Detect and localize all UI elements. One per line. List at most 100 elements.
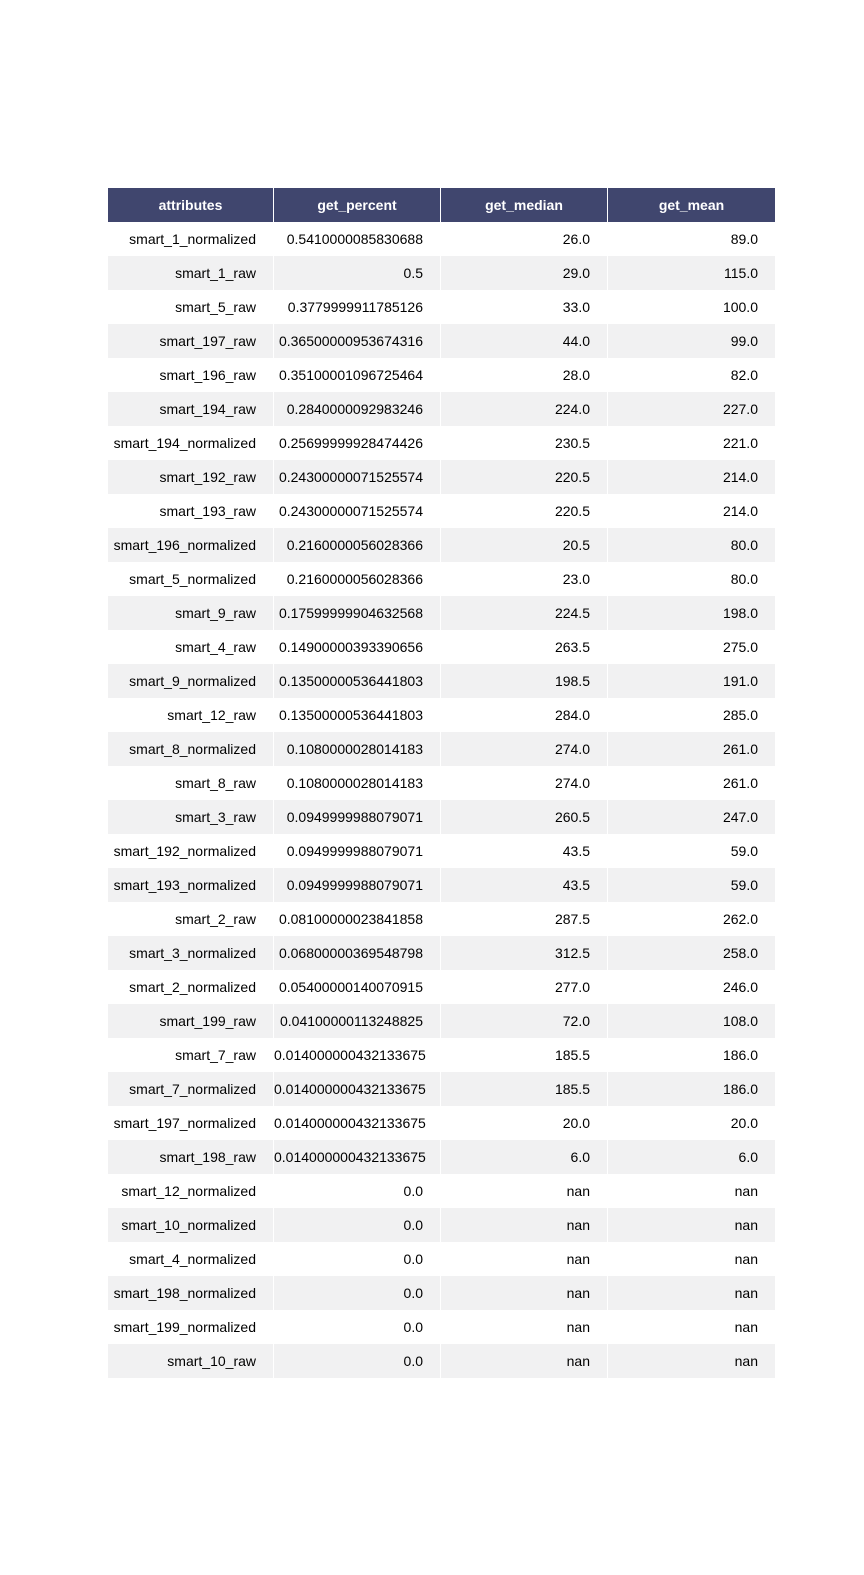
percent-cell: 0.13500000536441803 xyxy=(274,698,441,732)
percent-cell: 0.2160000056028366 xyxy=(274,528,441,562)
mean-cell: 262.0 xyxy=(608,902,775,936)
mean-cell: nan xyxy=(608,1242,775,1276)
attribute-cell: smart_9_raw xyxy=(108,596,274,630)
percent-cell: 0.014000000432133675 xyxy=(274,1072,441,1106)
table-row: smart_5_normalized 0.2160000056028366 23.0… xyxy=(108,562,775,596)
attribute-cell: smart_198_normalized xyxy=(108,1276,274,1310)
median-cell: 33.0 xyxy=(441,290,608,324)
attribute-cell: smart_192_raw xyxy=(108,460,274,494)
attribute-cell: smart_199_normalized xyxy=(108,1310,274,1344)
attribute-cell: smart_1_normalized xyxy=(108,222,274,256)
mean-cell: 59.0 xyxy=(608,868,775,902)
median-cell: 287.5 xyxy=(441,902,608,936)
mean-cell: 186.0 xyxy=(608,1072,775,1106)
table-row: smart_12_raw 0.13500000536441803 284.0 285.… xyxy=(108,698,775,732)
column-header-get-mean: get_mean xyxy=(608,188,775,222)
attribute-cell: smart_197_normalized xyxy=(108,1106,274,1140)
attribute-cell: smart_197_raw xyxy=(108,324,274,358)
data-table-container: attributes get_percent get_median get_me… xyxy=(108,188,775,1378)
table-row: smart_193_raw 0.24300000071525574 220.5 214… xyxy=(108,494,775,528)
mean-cell: 20.0 xyxy=(608,1106,775,1140)
mean-cell: nan xyxy=(608,1276,775,1310)
table-row: smart_9_raw 0.17599999904632568 224.5 198.0 xyxy=(108,596,775,630)
mean-cell: 227.0 xyxy=(608,392,775,426)
mean-cell: 99.0 xyxy=(608,324,775,358)
mean-cell: 80.0 xyxy=(608,528,775,562)
mean-cell: 261.0 xyxy=(608,766,775,800)
percent-cell: 0.05400000140070915 xyxy=(274,970,441,1004)
table-row: smart_197_normalized 0.014000000432133675… xyxy=(108,1106,775,1140)
table-row: smart_192_normalized 0.0949999988079071 43… xyxy=(108,834,775,868)
table-row: smart_10_raw 0.0 nan nan xyxy=(108,1344,775,1378)
percent-cell: 0.13500000536441803 xyxy=(274,664,441,698)
table-row: smart_193_normalized 0.0949999988079071 43… xyxy=(108,868,775,902)
mean-cell: 100.0 xyxy=(608,290,775,324)
median-cell: 220.5 xyxy=(441,494,608,528)
attribute-cell: smart_12_normalized xyxy=(108,1174,274,1208)
percent-cell: 0.0949999988079071 xyxy=(274,834,441,868)
median-cell: 72.0 xyxy=(441,1004,608,1038)
percent-cell: 0.0 xyxy=(274,1276,441,1310)
table-row: smart_7_raw 0.014000000432133675 185.5 186.… xyxy=(108,1038,775,1072)
table-row: smart_198_normalized 0.0 nan nan xyxy=(108,1276,775,1310)
attribute-cell: smart_194_normalized xyxy=(108,426,274,460)
attribute-cell: smart_10_normalized xyxy=(108,1208,274,1242)
median-cell: nan xyxy=(441,1208,608,1242)
attribute-cell: smart_8_normalized xyxy=(108,732,274,766)
mean-cell: 115.0 xyxy=(608,256,775,290)
median-cell: 20.0 xyxy=(441,1106,608,1140)
attribute-cell: smart_196_raw xyxy=(108,358,274,392)
percent-cell: 0.014000000432133675 xyxy=(274,1106,441,1140)
attribute-cell: smart_2_normalized xyxy=(108,970,274,1004)
attribute-cell: smart_7_normalized xyxy=(108,1072,274,1106)
table-row: smart_2_raw 0.08100000023841858 287.5 262.0 xyxy=(108,902,775,936)
table-row: smart_8_raw 0.1080000028014183 274.0 261.0 xyxy=(108,766,775,800)
median-cell: 312.5 xyxy=(441,936,608,970)
attribute-cell: smart_198_raw xyxy=(108,1140,274,1174)
median-cell: 185.5 xyxy=(441,1072,608,1106)
median-cell: 20.5 xyxy=(441,528,608,562)
column-header-get-median: get_median xyxy=(441,188,608,222)
median-cell: nan xyxy=(441,1242,608,1276)
attribute-cell: smart_196_normalized xyxy=(108,528,274,562)
median-cell: 6.0 xyxy=(441,1140,608,1174)
attribute-cell: smart_12_raw xyxy=(108,698,274,732)
attribute-cell: smart_193_normalized xyxy=(108,868,274,902)
attribute-cell: smart_4_normalized xyxy=(108,1242,274,1276)
column-header-get-percent: get_percent xyxy=(274,188,441,222)
table-row: smart_10_normalized 0.0 nan nan xyxy=(108,1208,775,1242)
attribute-cell: smart_4_raw xyxy=(108,630,274,664)
mean-cell: 214.0 xyxy=(608,494,775,528)
percent-cell: 0.35100001096725464 xyxy=(274,358,441,392)
percent-cell: 0.0 xyxy=(274,1310,441,1344)
table-row: smart_3_raw 0.0949999988079071 260.5 247.0 xyxy=(108,800,775,834)
mean-cell: 246.0 xyxy=(608,970,775,1004)
mean-cell: 198.0 xyxy=(608,596,775,630)
table-row: smart_9_normalized 0.13500000536441803 198… xyxy=(108,664,775,698)
table-row: smart_5_raw 0.3779999911785126 33.0 100.0 xyxy=(108,290,775,324)
median-cell: nan xyxy=(441,1310,608,1344)
mean-cell: 80.0 xyxy=(608,562,775,596)
attribute-cell: smart_3_normalized xyxy=(108,936,274,970)
table-row: smart_8_normalized 0.1080000028014183 274.… xyxy=(108,732,775,766)
percent-cell: 0.1080000028014183 xyxy=(274,766,441,800)
percent-cell: 0.3779999911785126 xyxy=(274,290,441,324)
percent-cell: 0.06800000369548798 xyxy=(274,936,441,970)
median-cell: 260.5 xyxy=(441,800,608,834)
attribute-cell: smart_3_raw xyxy=(108,800,274,834)
mean-cell: nan xyxy=(608,1208,775,1242)
attribute-cell: smart_8_raw xyxy=(108,766,274,800)
attribute-cell: smart_7_raw xyxy=(108,1038,274,1072)
table-row: smart_196_normalized 0.2160000056028366 20… xyxy=(108,528,775,562)
mean-cell: 191.0 xyxy=(608,664,775,698)
percent-cell: 0.0 xyxy=(274,1242,441,1276)
table-header: attributes get_percent get_median get_me… xyxy=(108,188,775,222)
median-cell: 43.5 xyxy=(441,868,608,902)
median-cell: 224.5 xyxy=(441,596,608,630)
column-header-attributes: attributes xyxy=(108,188,274,222)
header-row: attributes get_percent get_median get_me… xyxy=(108,188,775,222)
mean-cell: 261.0 xyxy=(608,732,775,766)
median-cell: nan xyxy=(441,1276,608,1310)
percent-cell: 0.24300000071525574 xyxy=(274,494,441,528)
mean-cell: 59.0 xyxy=(608,834,775,868)
